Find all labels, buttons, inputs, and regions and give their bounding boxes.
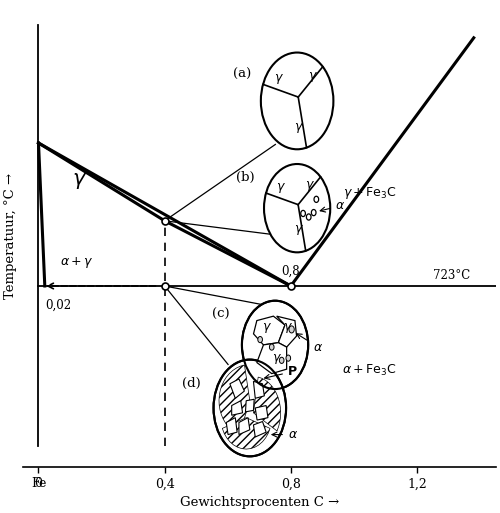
Polygon shape [254, 377, 280, 431]
Text: $\gamma$: $\gamma$ [274, 72, 284, 86]
Text: $\gamma$: $\gamma$ [272, 352, 281, 366]
Polygon shape [254, 316, 285, 345]
Polygon shape [254, 422, 266, 437]
Text: 0,02: 0,02 [45, 299, 71, 311]
Text: P: P [264, 365, 297, 380]
Circle shape [280, 357, 284, 363]
Text: $\gamma$: $\gamma$ [262, 321, 272, 335]
Text: $\gamma$: $\gamma$ [308, 70, 318, 84]
Polygon shape [254, 381, 264, 398]
Polygon shape [256, 406, 268, 420]
Text: $\gamma$: $\gamma$ [294, 223, 304, 237]
Circle shape [242, 301, 308, 389]
Y-axis label: Temperatuur, °C →: Temperatuur, °C → [4, 172, 17, 299]
Text: Fe: Fe [31, 478, 46, 490]
Text: $\gamma$: $\gamma$ [306, 179, 316, 193]
Circle shape [289, 326, 294, 333]
Polygon shape [226, 418, 237, 435]
Polygon shape [232, 401, 242, 415]
Text: $\gamma$: $\gamma$ [276, 181, 286, 195]
Circle shape [270, 344, 274, 350]
Text: $\alpha$: $\alpha$ [272, 428, 298, 441]
Polygon shape [257, 343, 286, 373]
Text: $\alpha$: $\alpha$ [320, 200, 345, 212]
Text: $\alpha+\gamma$: $\alpha+\gamma$ [60, 255, 93, 270]
Text: $\gamma$: $\gamma$ [294, 121, 304, 134]
Text: $\gamma$: $\gamma$ [72, 171, 87, 191]
Circle shape [261, 52, 334, 149]
Text: (a): (a) [233, 68, 252, 81]
Text: $\alpha+\mathrm{Fe_3C}$: $\alpha+\mathrm{Fe_3C}$ [342, 363, 397, 378]
Text: (c): (c) [212, 307, 230, 321]
Circle shape [286, 355, 290, 361]
Polygon shape [230, 379, 244, 398]
Text: $\gamma+\mathrm{Fe_3C}$: $\gamma+\mathrm{Fe_3C}$ [343, 186, 396, 202]
Text: (b): (b) [236, 171, 255, 184]
Text: $\alpha$: $\alpha$ [296, 334, 323, 353]
Text: $\gamma$: $\gamma$ [284, 321, 294, 335]
Text: 723°C: 723°C [433, 269, 470, 282]
X-axis label: Gewichtsprocenten C →: Gewichtsprocenten C → [180, 496, 339, 509]
Polygon shape [222, 418, 270, 449]
Polygon shape [246, 399, 254, 412]
Circle shape [258, 337, 262, 343]
Circle shape [214, 360, 286, 457]
Polygon shape [219, 365, 250, 435]
Text: (d): (d) [182, 377, 201, 390]
Text: 0,8: 0,8 [282, 265, 300, 278]
Circle shape [264, 164, 330, 252]
Polygon shape [276, 316, 296, 347]
Polygon shape [239, 418, 250, 435]
